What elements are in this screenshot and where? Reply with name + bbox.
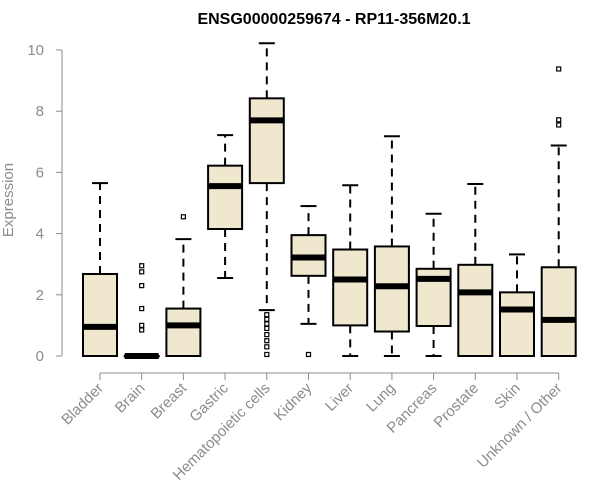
outlier-point [139,305,145,312]
box-lung [373,135,410,357]
box-kidney [290,205,327,358]
outlier-point [264,312,270,318]
y-axis-label: Expression [0,163,17,237]
box-brain [123,263,160,359]
box-bladder [82,182,118,358]
x-tick-label: Skin [491,380,524,413]
box-liver [332,184,369,357]
y-tick-label: 10 [27,42,44,59]
x-tick-label: Lung [363,380,399,416]
box-hematopoietic-cells [248,42,285,358]
box-body [457,263,494,358]
x-tick-label: Kidney [271,379,316,424]
box-body [82,272,118,358]
outlier-point [556,66,562,72]
outlier-point [264,344,270,350]
box-body [207,164,244,231]
outlier-point [139,322,145,328]
outlier-point [556,122,562,128]
y-tick-label: 6 [36,164,44,181]
y-axis: 0 2 4 6 8 10 [27,42,63,365]
box-body [165,307,202,358]
box-body [499,291,535,357]
x-tick-label: Bladder [58,380,107,429]
chart-title: ENSG00000259674 - RP11-356M20.1 [197,11,470,28]
outlier-point [139,327,145,333]
box-gastric [207,134,244,279]
outlier-point [139,283,145,289]
outlier-point [180,214,186,220]
outlier-point [264,325,270,332]
x-tick-label: Breast [148,379,191,422]
x-tick-label: Prostate [431,380,483,432]
y-tick-label: 4 [36,226,44,243]
x-tick-label: Liver [322,380,357,415]
outlier-point [556,117,562,123]
y-tick-label: 8 [36,103,44,120]
x-tick-label: Brain [112,380,149,417]
y-tick-label: 0 [36,348,44,365]
outlier-point [264,331,270,338]
box-body [332,248,369,327]
outlier-point [139,263,145,269]
box-pancreas [415,212,452,357]
box-prostate [457,183,494,358]
y-tick-label: 2 [36,287,44,304]
box-unknown-other [540,66,577,358]
box-breast [165,214,202,358]
box-body [248,97,285,185]
box-body [540,266,577,358]
outlier-point [139,269,145,275]
outlier-point [264,316,270,322]
boxes-group [82,42,577,359]
outlier-point [264,321,270,327]
box-skin [499,253,535,357]
outlier-point [305,351,312,358]
outlier-point [264,351,270,358]
outlier-point [264,338,270,344]
